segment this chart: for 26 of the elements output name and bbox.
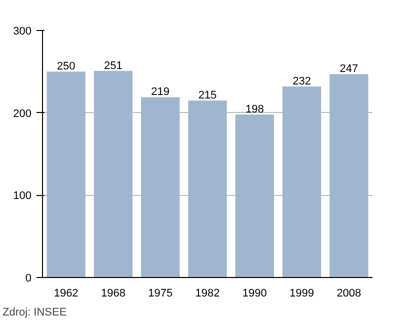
y-tick-label: 300 bbox=[13, 26, 32, 38]
data-label: 247 bbox=[340, 63, 358, 76]
x-tick-label: 1990 bbox=[242, 288, 267, 300]
x-tick-label: 1982 bbox=[195, 288, 220, 300]
bar bbox=[46, 72, 86, 278]
data-label: 198 bbox=[245, 103, 264, 116]
data-label: 232 bbox=[292, 75, 311, 88]
bar bbox=[235, 114, 274, 278]
y-tick-label: 0 bbox=[25, 272, 32, 284]
x-tick-label: 1968 bbox=[100, 288, 126, 300]
bar bbox=[330, 74, 368, 278]
x-tick-label: 1975 bbox=[148, 288, 173, 300]
y-tick-label: 200 bbox=[13, 108, 32, 120]
bar bbox=[141, 97, 180, 278]
data-label: 251 bbox=[104, 60, 122, 72]
bar bbox=[188, 100, 227, 278]
bar bbox=[94, 70, 133, 278]
data-label: 215 bbox=[198, 89, 217, 102]
text: Zdroj: INSEE bbox=[2, 306, 67, 318]
x-tick-label: 2008 bbox=[336, 288, 362, 300]
x-tick-label: 1999 bbox=[290, 288, 314, 300]
bar bbox=[282, 86, 322, 278]
data-label: 219 bbox=[151, 86, 170, 98]
data-label: 250 bbox=[56, 60, 76, 73]
y-tick-label: 100 bbox=[13, 190, 32, 202]
x-tick-label: 1962 bbox=[54, 288, 78, 300]
